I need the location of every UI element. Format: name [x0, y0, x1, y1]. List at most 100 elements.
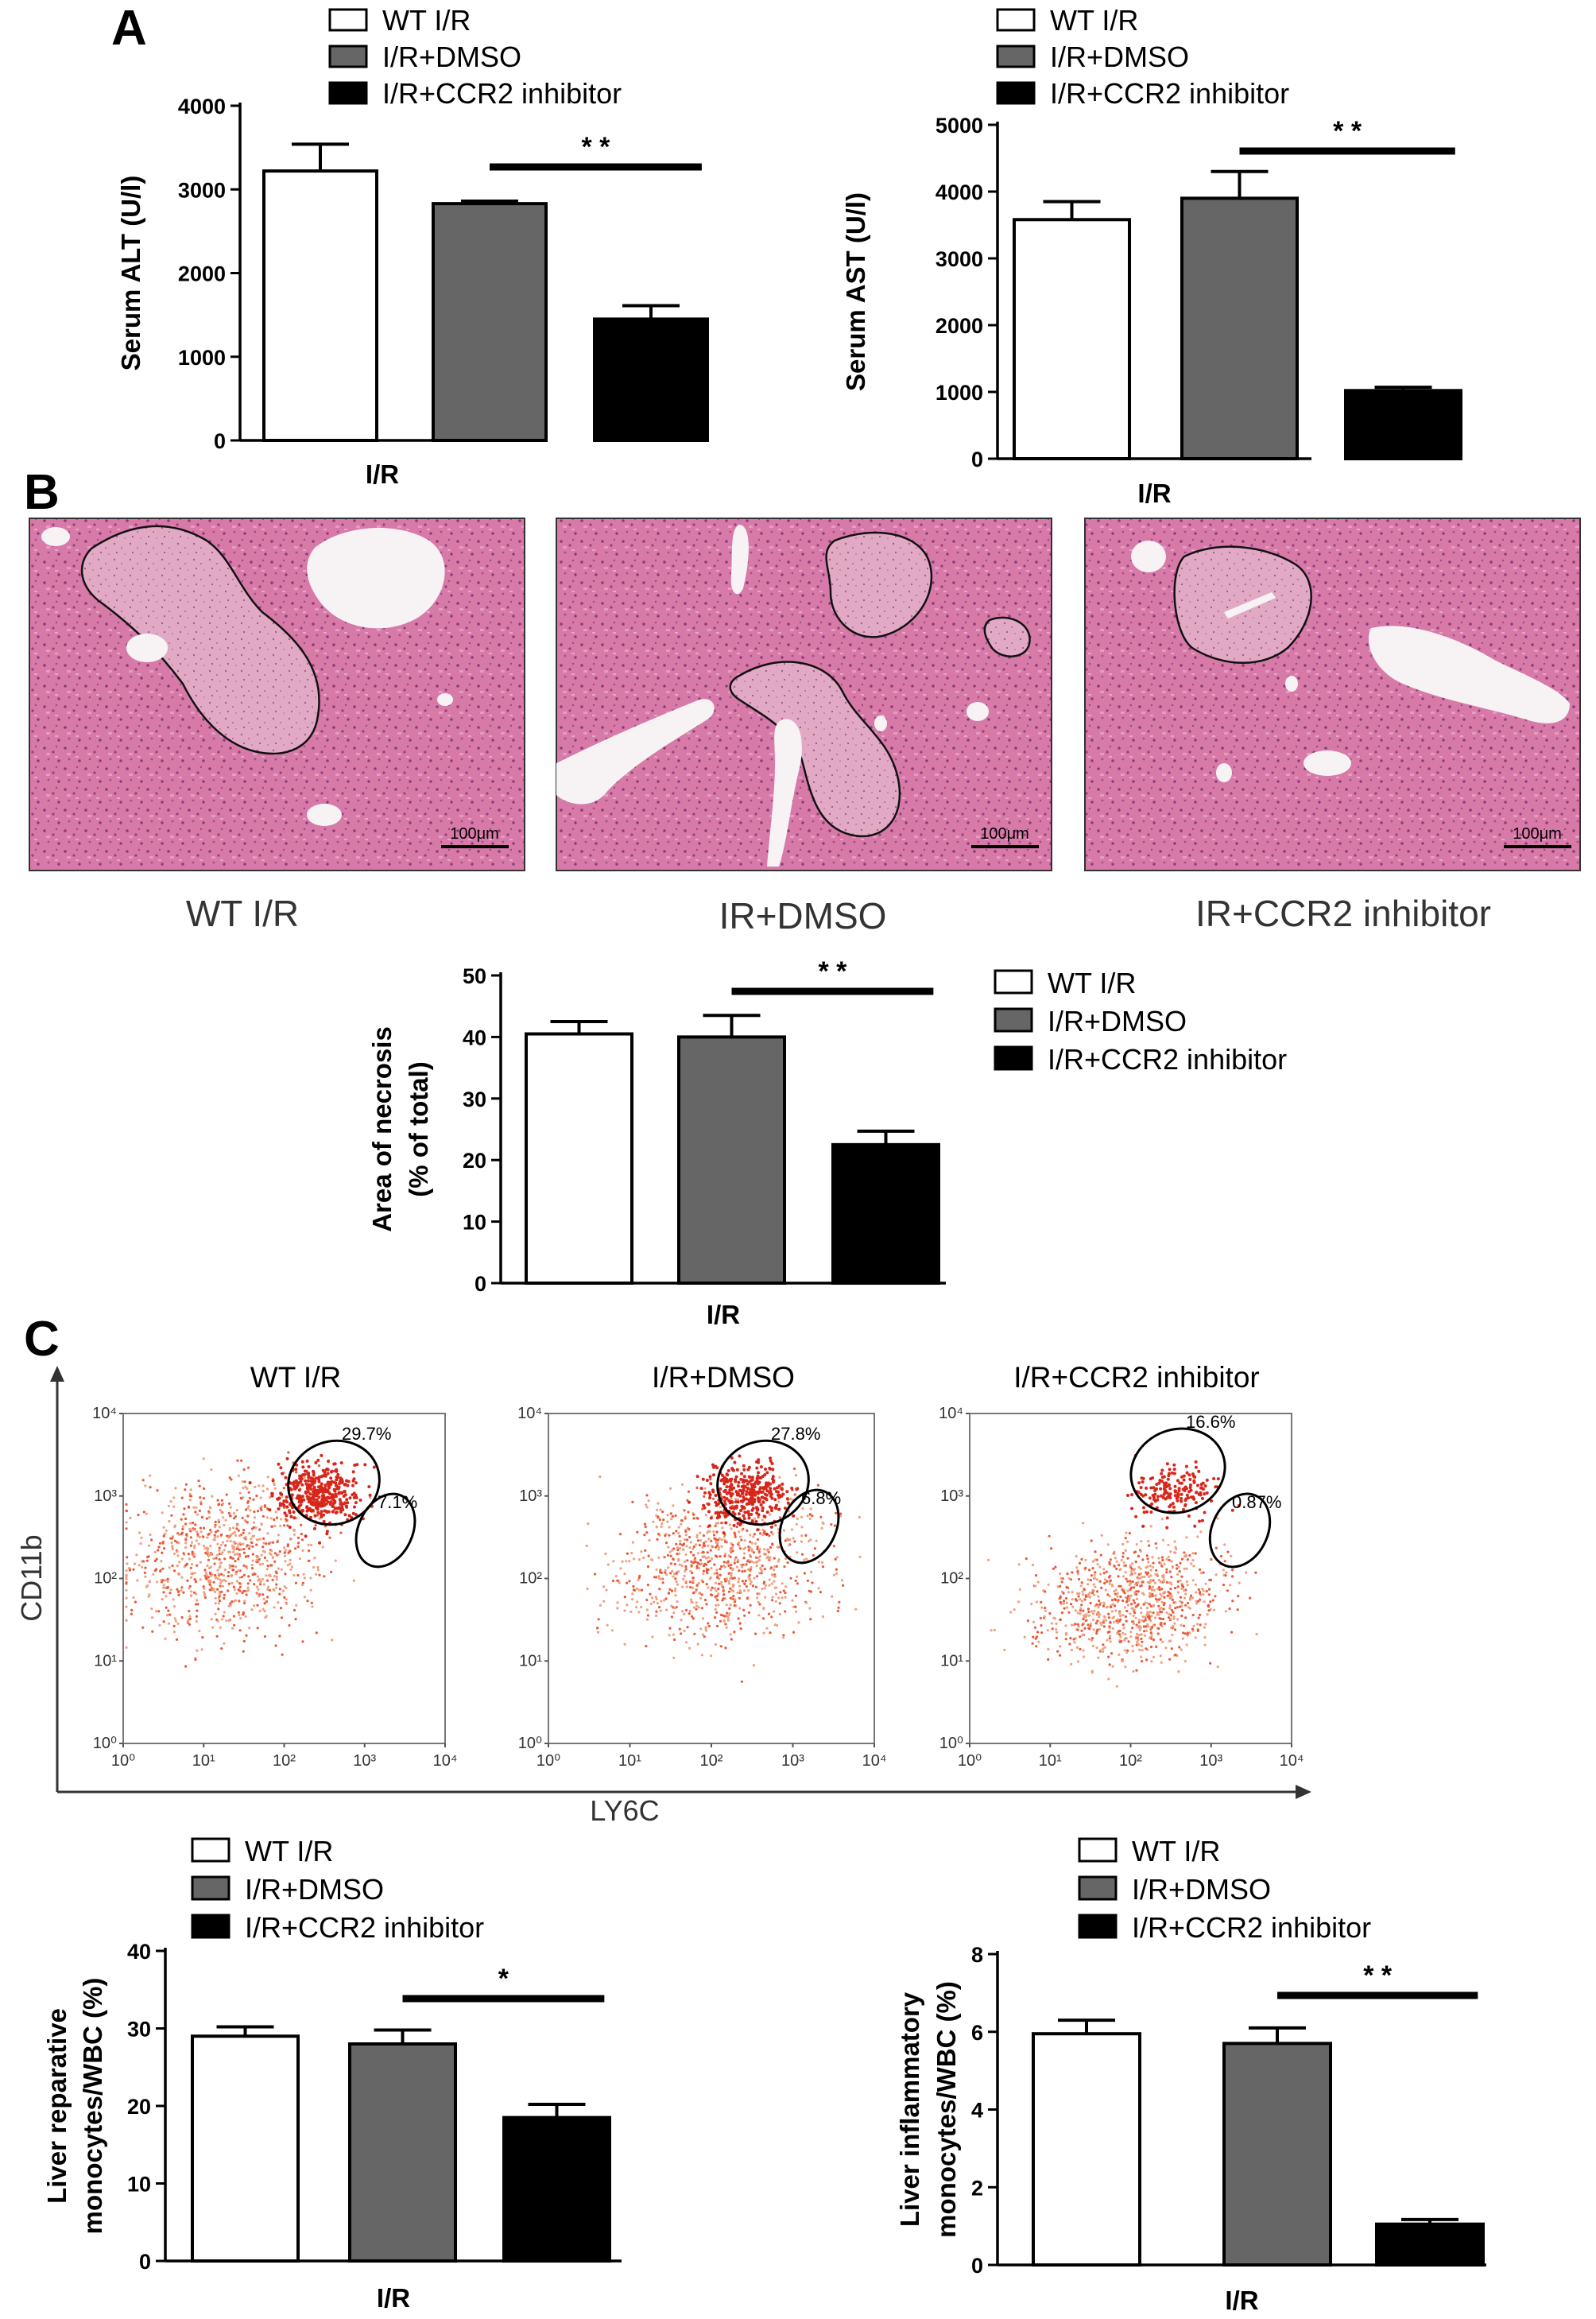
- event-dot: [1198, 1613, 1202, 1616]
- event-dot: [759, 1532, 762, 1535]
- event-dot: [273, 1524, 277, 1527]
- event-dot: [1183, 1589, 1186, 1592]
- event-dot: [733, 1460, 737, 1464]
- event-dot: [1166, 1594, 1169, 1597]
- event-dot: [1176, 1479, 1180, 1483]
- event-dot: [1090, 1574, 1093, 1577]
- event-dot: [240, 1548, 243, 1551]
- event-dot: [1142, 1510, 1146, 1514]
- event-dot: [1163, 1601, 1166, 1605]
- event-dot: [1107, 1677, 1110, 1681]
- event-dot: [738, 1596, 741, 1600]
- event-dot: [258, 1528, 261, 1531]
- event-dot: [284, 1499, 288, 1503]
- event-dot: [235, 1580, 239, 1583]
- event-dot: [1156, 1600, 1159, 1603]
- event-dot: [173, 1617, 176, 1620]
- event-dot: [764, 1486, 767, 1490]
- event-dot: [707, 1524, 711, 1528]
- event-dot: [187, 1553, 190, 1556]
- event-dot: [1066, 1586, 1070, 1589]
- event-dot: [812, 1553, 815, 1557]
- event-dot: [1177, 1489, 1181, 1493]
- event-dot: [195, 1506, 198, 1509]
- event-dot: [318, 1489, 322, 1493]
- event-dot: [858, 1515, 861, 1519]
- event-dot: [1174, 1601, 1177, 1604]
- event-dot: [1114, 1588, 1118, 1592]
- event-dot: [1116, 1621, 1119, 1625]
- event-dot: [1052, 1567, 1055, 1570]
- event-dot: [722, 1476, 726, 1479]
- event-dot: [268, 1508, 272, 1512]
- y-tick-label: 2: [971, 2176, 983, 2200]
- event-dot: [726, 1473, 730, 1477]
- event-dot: [178, 1561, 181, 1564]
- event-dot: [768, 1534, 771, 1538]
- event-dot: [1089, 1579, 1092, 1582]
- event-dot: [289, 1562, 292, 1565]
- event-dot: [261, 1593, 265, 1596]
- flow-plot-title: WT I/R: [250, 1361, 341, 1394]
- event-dot: [821, 1565, 825, 1569]
- event-dot: [203, 1569, 207, 1572]
- event-dot: [1079, 1612, 1082, 1615]
- event-dot: [265, 1542, 268, 1545]
- event-dot: [734, 1498, 738, 1501]
- event-dot: [165, 1595, 168, 1598]
- event-dot: [1149, 1611, 1152, 1614]
- event-dot: [1176, 1618, 1180, 1621]
- event-dot: [720, 1545, 723, 1548]
- event-dot: [1128, 1596, 1131, 1600]
- event-dot: [229, 1514, 232, 1518]
- event-dot: [696, 1642, 699, 1646]
- event-dot: [718, 1582, 721, 1585]
- legend-swatch-2: [996, 45, 1036, 68]
- event-dot: [794, 1605, 797, 1608]
- event-dot: [1129, 1573, 1132, 1576]
- event-dot: [1152, 1638, 1155, 1642]
- event-dot: [1084, 1558, 1087, 1561]
- event-dot: [650, 1596, 654, 1600]
- legend-swatch-3: [996, 81, 1036, 105]
- event-dot: [727, 1564, 730, 1567]
- event-dot: [1171, 1633, 1174, 1636]
- event-dot: [757, 1600, 760, 1604]
- event-dot: [273, 1487, 277, 1490]
- event-dot: [1098, 1600, 1101, 1603]
- event-dot: [217, 1518, 220, 1522]
- event-dot: [657, 1516, 660, 1519]
- event-dot: [1180, 1601, 1183, 1604]
- event-dot: [196, 1533, 200, 1536]
- event-dot: [1121, 1659, 1125, 1662]
- event-dot: [1194, 1460, 1198, 1464]
- event-dot: [708, 1475, 712, 1479]
- event-dot: [188, 1623, 192, 1626]
- event-dot: [669, 1572, 672, 1575]
- event-dot: [1064, 1596, 1068, 1600]
- event-dot: [331, 1493, 335, 1497]
- event-dot: [134, 1600, 137, 1604]
- event-dot: [668, 1588, 672, 1591]
- flow-x-tick: 10³: [781, 1752, 804, 1770]
- event-dot: [1191, 1596, 1195, 1600]
- event-dot: [242, 1547, 246, 1551]
- event-dot: [1097, 1595, 1100, 1598]
- event-dot: [743, 1510, 747, 1514]
- event-dot: [1149, 1594, 1152, 1597]
- event-dot: [1092, 1644, 1095, 1647]
- event-dot: [215, 1635, 219, 1638]
- event-dot: [165, 1606, 168, 1609]
- event-dot: [242, 1589, 246, 1592]
- event-dot: [352, 1477, 356, 1481]
- event-dot: [1174, 1551, 1177, 1554]
- event-dot: [312, 1487, 316, 1491]
- event-dot: [204, 1571, 207, 1574]
- cd11b-arrow-head: [50, 1366, 64, 1382]
- event-dot: [243, 1480, 246, 1483]
- event-dot: [1102, 1621, 1105, 1624]
- event-dot: [1089, 1624, 1092, 1627]
- event-dot: [125, 1619, 128, 1622]
- event-dot: [699, 1531, 702, 1534]
- event-dot: [309, 1576, 312, 1580]
